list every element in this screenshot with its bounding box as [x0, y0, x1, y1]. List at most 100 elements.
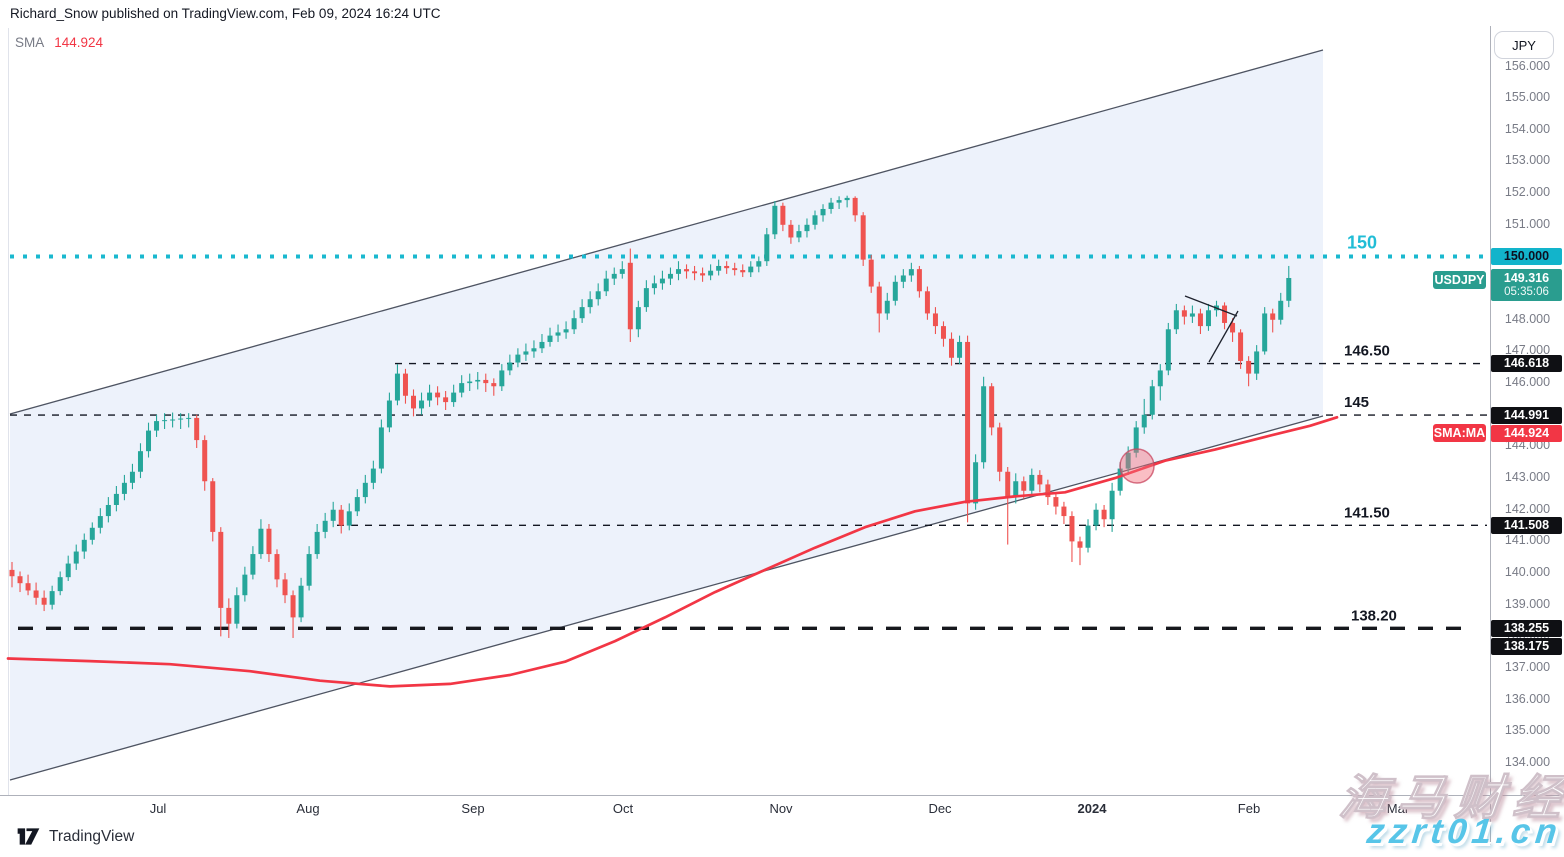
candle-body	[916, 269, 922, 292]
candle-body	[515, 354, 521, 363]
candle-body	[459, 383, 465, 393]
candle-body	[571, 318, 577, 330]
candle-body	[162, 420, 168, 422]
time-axis-label-Dec: Dec	[928, 801, 952, 816]
time-axis-label-Mar: Mar	[1386, 801, 1410, 816]
candle-body	[900, 275, 906, 282]
level-label-138.20: 138.20	[1351, 607, 1397, 624]
candle-body	[1021, 481, 1027, 491]
candle-body	[860, 215, 866, 260]
candle-body	[210, 481, 216, 532]
price-tick-label: 151.000	[1504, 216, 1551, 231]
price-badge-144.991: 144.991	[1491, 406, 1562, 424]
candle-body	[1101, 509, 1107, 520]
price-tick-label: 154.000	[1504, 121, 1551, 136]
indicator-name: SMA	[15, 35, 45, 50]
price-tick-label: 156.000	[1504, 58, 1551, 73]
candle-body	[1197, 313, 1203, 327]
candle-body	[137, 451, 143, 472]
price-tick-label: 135.000	[1504, 723, 1551, 738]
candle-body	[1085, 525, 1091, 548]
candle-body	[1117, 468, 1123, 491]
candle-body	[780, 205, 786, 225]
candle-body	[756, 261, 762, 267]
time-axis-label-Aug: Aug	[296, 801, 320, 816]
candle-body	[523, 351, 529, 355]
time-axis-label-Sep: Sep	[461, 801, 485, 816]
price-badge-141.508: 141.508	[1491, 516, 1562, 534]
pennant-trendline	[1208, 310, 1239, 363]
candle-body	[973, 462, 979, 504]
candle-body	[362, 482, 368, 498]
candle-body	[234, 595, 240, 624]
indicator-legend: SMA 144.924	[15, 35, 103, 50]
candle-body	[121, 482, 127, 494]
price-tick-label: 139.000	[1504, 596, 1551, 611]
price-chart-canvas[interactable]: 150 146.50 145 141.50 138.20	[0, 0, 1490, 796]
candle-body	[73, 551, 79, 564]
candle-body	[579, 307, 585, 319]
trend-channel-fill	[10, 50, 1323, 780]
candle-body	[1053, 497, 1059, 507]
candle-body	[402, 373, 408, 396]
trend-channel-lower-line	[9, 415, 1324, 781]
pennant-trendline	[1184, 295, 1238, 317]
candle-body	[836, 200, 842, 203]
candle-body	[178, 418, 184, 420]
candle-body	[1109, 490, 1115, 520]
candle-body	[764, 234, 770, 262]
candle-body	[820, 208, 826, 216]
candle-body	[547, 335, 553, 342]
candle-body	[282, 579, 288, 596]
candle-body	[266, 528, 272, 555]
candle-body	[314, 531, 320, 555]
candle-body	[81, 539, 87, 552]
candle-body	[258, 528, 264, 555]
candle-body	[1133, 427, 1139, 453]
candle-body	[1165, 329, 1171, 371]
price-tick-label: 140.000	[1504, 565, 1551, 580]
price-badge-149.316: 149.316 05:35:06	[1491, 269, 1562, 302]
candle-body	[290, 595, 296, 618]
candle-body	[1286, 277, 1292, 301]
level-label-150: 150	[1347, 232, 1377, 252]
candle-body	[1246, 360, 1252, 374]
candle-body	[643, 288, 649, 308]
candle-body	[908, 269, 914, 276]
candle-body	[386, 400, 392, 428]
candle-body	[1013, 481, 1019, 498]
price-tick-label: 142.000	[1504, 501, 1551, 516]
candle-body	[555, 332, 561, 336]
candle-body	[692, 271, 698, 274]
level-label-145: 145	[1344, 394, 1369, 411]
candle-body	[154, 421, 160, 431]
candle-body	[876, 286, 882, 314]
candle-body	[957, 341, 963, 358]
candle-body	[250, 554, 256, 575]
currency-toggle-button[interactable]: JPY	[1494, 31, 1554, 59]
price-tick-label: 136.000	[1504, 691, 1551, 706]
candle-body	[772, 205, 778, 235]
time-axis-label-Feb: Feb	[1237, 801, 1261, 816]
price-tick-label: 152.000	[1504, 185, 1551, 200]
candle-body	[989, 386, 995, 428]
candle-body	[57, 577, 63, 592]
price-badge-SMA:MA: SMA:MA	[1433, 424, 1486, 443]
candle-body	[194, 417, 200, 441]
candle-body	[298, 585, 304, 618]
candle-body	[218, 531, 224, 608]
candle-body	[467, 381, 473, 384]
trend-channel-upper-line	[9, 49, 1324, 415]
candle-body	[1254, 351, 1260, 374]
level-label-146.50: 146.50	[1344, 343, 1390, 360]
tradingview-logo-link[interactable]: TradingView	[16, 827, 134, 846]
candle-body	[611, 273, 617, 279]
candle-body	[932, 313, 938, 327]
candle-body	[1149, 386, 1155, 415]
time-axis-label-Nov: Nov	[769, 801, 793, 816]
candle-body	[435, 392, 441, 398]
candle-body	[1069, 516, 1075, 542]
candle-body	[242, 574, 248, 596]
price-tick-label: 134.000	[1504, 755, 1551, 770]
candle-body	[748, 266, 754, 273]
